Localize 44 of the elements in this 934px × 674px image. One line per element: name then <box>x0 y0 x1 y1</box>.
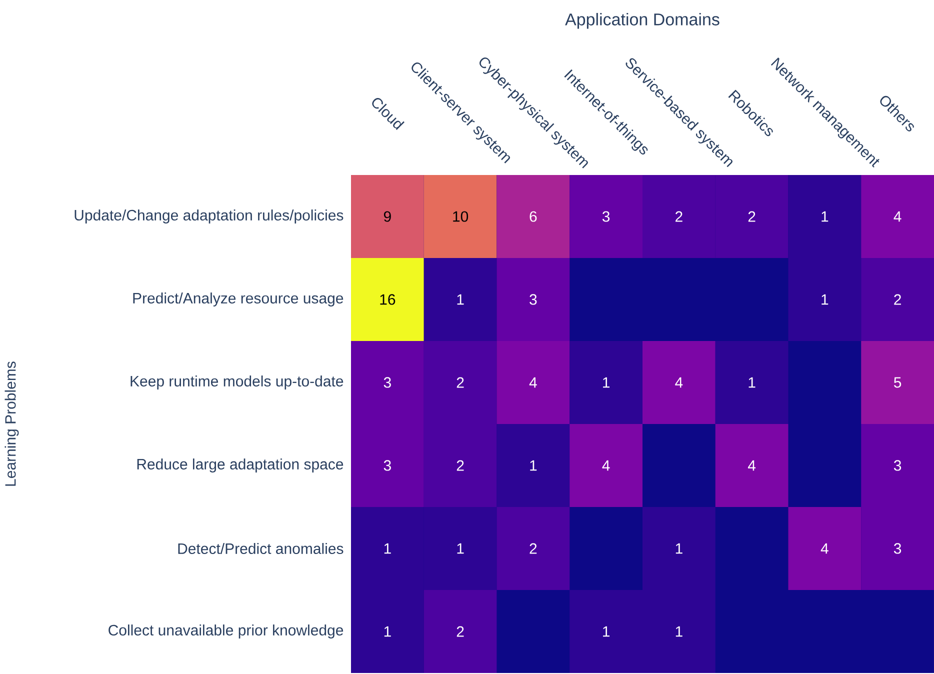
y-tick-label: Reduce large adaptation space <box>137 458 344 472</box>
data-label: 1 <box>603 377 610 388</box>
data-label: 3 <box>894 460 902 471</box>
data-label: 4 <box>529 377 537 388</box>
data-label: 3 <box>384 460 391 471</box>
data-label: 1 <box>457 294 464 305</box>
data-label: 6 <box>530 211 537 222</box>
data-label: 10 <box>453 211 468 222</box>
data-label: 2 <box>676 211 682 222</box>
data-label: 4 <box>748 460 756 471</box>
data-label: 1 <box>822 211 828 222</box>
x-axis-title: Application Domains <box>565 12 720 29</box>
y-tick-label: Update/Change adaptation rules/policies <box>74 210 344 224</box>
data-label: 3 <box>894 543 902 554</box>
data-label: 2 <box>748 211 756 222</box>
y-tick-label: Collect unavailable prior knowledge <box>108 624 344 638</box>
y-tick-label: Detect/Predict anomalies <box>178 542 344 554</box>
data-label: 1 <box>822 294 828 305</box>
data-label: 2 <box>456 377 464 388</box>
data-label: 4 <box>602 460 610 471</box>
data-label: 16 <box>380 294 396 305</box>
data-label: 3 <box>530 294 537 305</box>
data-label: 2 <box>530 543 537 554</box>
data-label: 3 <box>384 377 391 388</box>
y-tick-label: Predict/Analyze resource usage <box>133 292 344 306</box>
data-label: 4 <box>820 543 828 554</box>
data-label: 2 <box>456 626 464 637</box>
data-label: 4 <box>675 377 683 388</box>
data-label: 1 <box>457 543 464 554</box>
data-label: 1 <box>676 626 682 637</box>
data-label: 9 <box>384 211 391 222</box>
data-label: 2 <box>456 460 464 471</box>
y-tick-label: Keep runtime models up-to-date <box>130 376 344 390</box>
data-label: 4 <box>894 211 902 222</box>
data-label: 1 <box>748 377 756 388</box>
data-label: 1 <box>384 543 391 554</box>
data-label: 1 <box>676 543 682 554</box>
data-label: 1 <box>530 460 537 471</box>
data-label: 1 <box>603 626 610 637</box>
data-label: 2 <box>894 294 901 305</box>
data-label: 1 <box>384 626 391 637</box>
y-axis-title: Learning Problems <box>4 362 19 486</box>
data-label: 5 <box>894 377 902 388</box>
data-label: 3 <box>602 211 610 222</box>
